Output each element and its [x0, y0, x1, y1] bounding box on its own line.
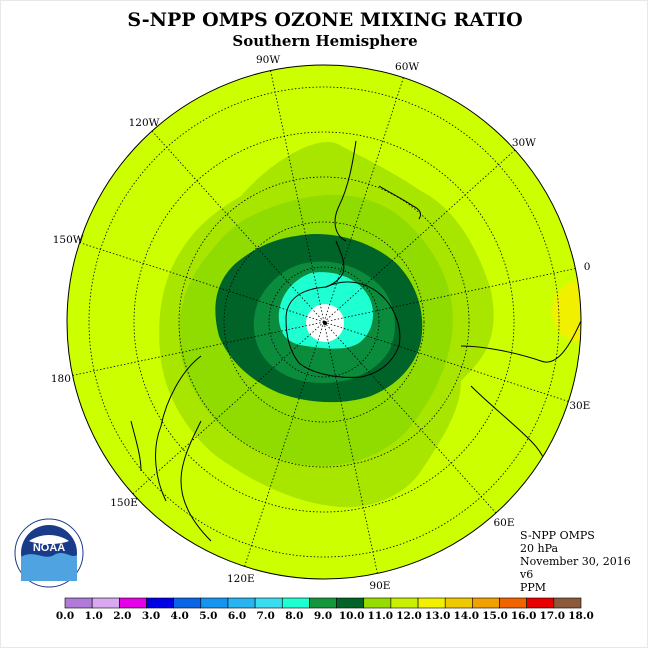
- longitude-label: 150W: [53, 234, 84, 246]
- noaa-logo: NOAA: [14, 518, 84, 588]
- meridian-line: [323, 321, 569, 402]
- colorbar-swatch: [173, 597, 202, 609]
- colorbar-swatch: [309, 597, 337, 609]
- colorbar-tick-label: 2.0: [113, 610, 131, 622]
- info-units: PPM: [520, 581, 547, 594]
- africa-coast: [460, 320, 581, 363]
- logo-wave: [21, 553, 77, 581]
- colorbar-tick-label: 18.0: [568, 610, 594, 622]
- colorbar-swatch: [499, 597, 527, 609]
- colorbar-tick-label: 11.0: [368, 610, 394, 622]
- australia-coast-north: [180, 420, 212, 542]
- colorbar-tick-label: 16.0: [511, 610, 537, 622]
- colorbar-tick-label: 7.0: [257, 610, 275, 622]
- longitude-label: 120E: [227, 573, 255, 585]
- chart-title: S-NPP OMPS OZONE MIXING RATIO: [127, 9, 523, 31]
- lat-circle-5: [88, 86, 560, 558]
- colorbar-swatch: [146, 597, 174, 609]
- meridian-line: [72, 321, 325, 376]
- logo-bird: [29, 535, 69, 544]
- longitude-label: 60E: [493, 517, 514, 529]
- colorbar-swatch: [281, 597, 310, 609]
- lat-circle-2: [223, 221, 425, 423]
- longitude-label: 90E: [369, 580, 390, 592]
- colorbar-swatch: [336, 597, 365, 609]
- lat-circle-4: [133, 131, 515, 513]
- colorbar-swatch: [254, 597, 283, 609]
- colorbar-swatch: [200, 597, 229, 609]
- meridian-line: [270, 70, 325, 323]
- colorbar-swatch: [553, 597, 582, 609]
- info-date: November 30, 2016: [520, 555, 631, 568]
- colorbar-tick-label: 4.0: [171, 610, 189, 622]
- colorbar-tick-label: 1.0: [85, 610, 103, 622]
- longitude-label: 60W: [395, 61, 419, 73]
- colorbar-swatch: [363, 597, 392, 609]
- colorbar-swatch: [227, 597, 256, 609]
- logo-text: NOAA: [33, 542, 65, 554]
- info-pressure: 20 hPa: [520, 542, 559, 555]
- meridian-line: [151, 130, 325, 323]
- longitude-label: 30W: [512, 137, 536, 149]
- colorbar-swatch: [526, 597, 555, 609]
- colorbar-tick-label: 14.0: [454, 610, 480, 622]
- meridian-line: [323, 268, 576, 323]
- meridian-lines: [72, 70, 576, 574]
- colorbar-tick-label: 9.0: [314, 610, 332, 622]
- longitude-label: 150E: [110, 497, 138, 509]
- colorbar-swatch: [472, 597, 500, 609]
- map-outline: [66, 64, 582, 580]
- longitude-label: 120W: [129, 117, 160, 129]
- longitude-label: 180: [51, 373, 71, 385]
- colorbar-tick-label: 8.0: [285, 610, 303, 622]
- colorbar-tick-label: 3.0: [142, 610, 160, 622]
- colorbar-swatch: [119, 597, 147, 609]
- colorbar-tick-label: 13.0: [425, 610, 451, 622]
- colorbar-swatch: [64, 597, 93, 609]
- colorbar-tick-label: 10.0: [339, 610, 365, 622]
- colorbar-tick-label: 5.0: [199, 610, 217, 622]
- colorbar-tick-label: 17.0: [540, 610, 566, 622]
- info-version: v6: [520, 568, 534, 581]
- lat-circle-3: [178, 176, 470, 468]
- colorbar-tick-label: 12.0: [396, 610, 422, 622]
- meridian-line: [79, 242, 325, 323]
- graticule: [72, 70, 576, 574]
- ozone-field: [67, 65, 581, 579]
- colorbar-tick-label: 6.0: [228, 610, 246, 622]
- meridian-line: [323, 77, 404, 323]
- colorbar-tick-label: 0.0: [56, 610, 74, 622]
- australia-coast: [155, 355, 202, 502]
- lat-circle-1: [268, 266, 380, 378]
- meridian-line: [323, 321, 497, 514]
- longitude-label: 30E: [569, 400, 590, 412]
- meridian-line: [132, 321, 325, 495]
- longitude-label: 0: [584, 261, 591, 273]
- chart-subtitle: Southern Hemisphere: [232, 32, 418, 50]
- east-high-patch: [552, 279, 581, 343]
- longitude-labels: 90W 60W 30W 0 30E 60E 90E 120E 150E 180 150W 120W: [51, 54, 591, 592]
- colorbar-swatch: [417, 597, 446, 609]
- meridian-line: [323, 321, 378, 574]
- antarctica-coast: [285, 281, 401, 378]
- colorbar: 0.0 1.0 2.0 3.0 4.0 5.0 6.0 7.0 8.0 9.0 10.0 11.0 12…: [56, 597, 594, 622]
- south-america-coast: [334, 140, 357, 242]
- colorbar-tick-label: 15.0: [482, 610, 508, 622]
- colorbar-swatch: [390, 597, 419, 609]
- new-zealand-coast: [130, 420, 142, 472]
- meridian-line: [323, 149, 516, 323]
- meridian-line: [244, 321, 325, 567]
- info-instrument: S-NPP OMPS: [520, 529, 595, 542]
- colorbar-swatch: [91, 597, 120, 609]
- colorbar-swatch: [444, 597, 473, 609]
- longitude-label: 90W: [256, 54, 280, 66]
